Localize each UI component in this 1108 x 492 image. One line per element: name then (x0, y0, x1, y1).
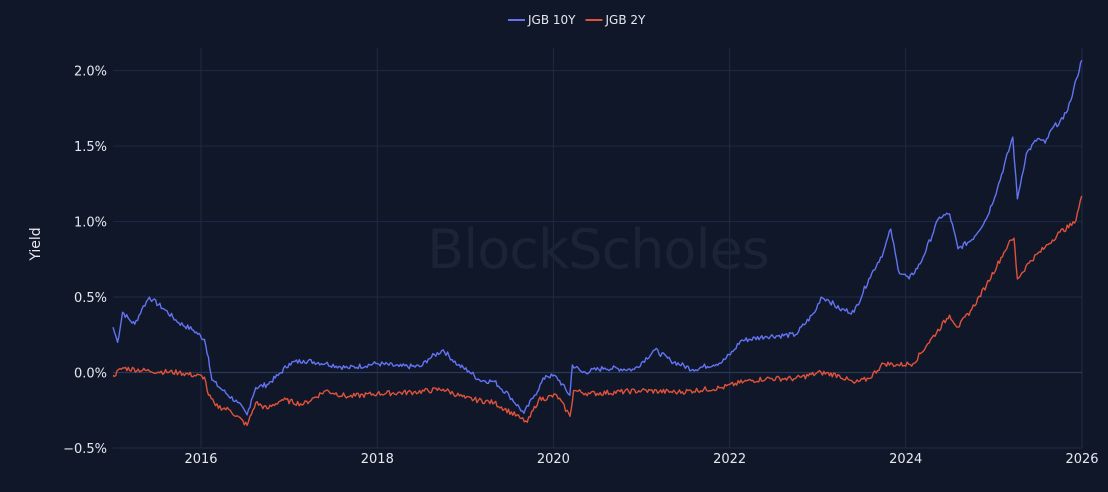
x-tick-label: 2018 (361, 452, 394, 467)
gridlines (113, 48, 1083, 449)
series-lines (112, 59, 1083, 427)
x-axis-ticks: 2016 2018 2020 2022 2024 2026 (184, 452, 1098, 467)
y-tick-label: 0.0% (74, 367, 107, 382)
legend-label: JGB 10Y (527, 13, 576, 27)
x-tick-label: 2022 (713, 452, 746, 467)
series-line-jgb-2y (112, 195, 1083, 427)
x-tick-label: 2024 (889, 452, 922, 467)
y-axis-label: Yield (28, 227, 44, 261)
x-tick-label: 2020 (537, 452, 570, 467)
legend-label: JGB 2Y (604, 13, 646, 27)
legend-item-jgb-10y[interactable]: JGB 10Y (508, 13, 576, 27)
y-tick-label: −0.5% (63, 442, 107, 457)
legend-item-jgb-2y[interactable]: JGB 2Y (585, 13, 646, 27)
y-tick-label: 1.0% (74, 216, 107, 231)
legend[interactable]: JGB 10Y JGB 2Y (508, 13, 646, 27)
y-tick-label: 0.5% (74, 291, 107, 306)
x-tick-label: 2026 (1065, 452, 1098, 467)
y-tick-label: 1.5% (74, 140, 107, 155)
x-tick-label: 2016 (184, 452, 217, 467)
y-axis-ticks: −0.5% 0.0% 0.5% 1.0% 1.5% 2.0% (63, 65, 107, 457)
series-line-jgb-10y (112, 59, 1083, 416)
y-tick-label: 2.0% (74, 65, 107, 80)
watermark-logo: BlockScholes (427, 218, 769, 281)
